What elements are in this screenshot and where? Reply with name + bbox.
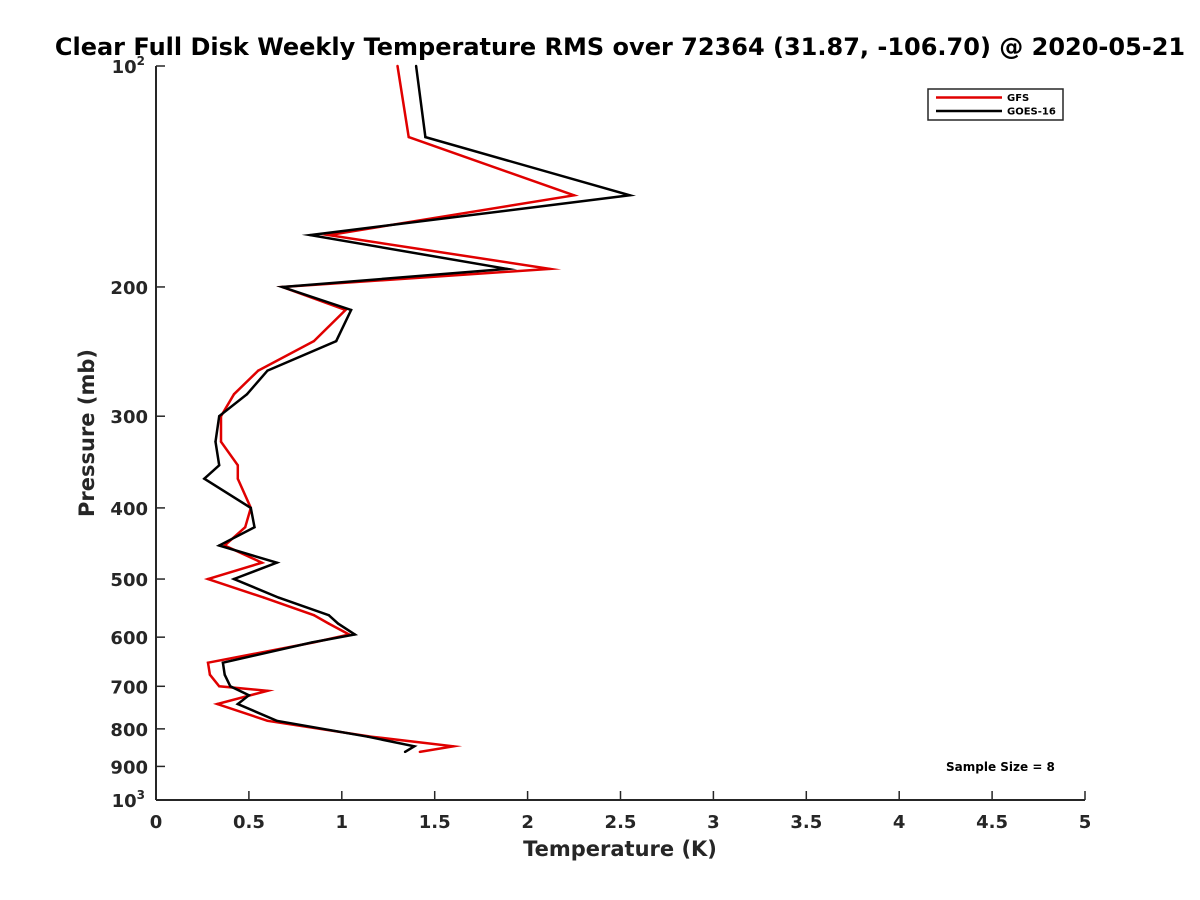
y-tick-label-1000: 103 [112,788,145,812]
data-point-goes-16-8 [266,369,269,372]
x-tick-label-4.5: 4.5 [976,812,1008,833]
x-tick-label-3.5: 3.5 [790,812,822,833]
x-tick-label-1.5: 1.5 [419,812,451,833]
legend-box [927,88,1064,121]
data-point-goes-16-18 [232,577,236,581]
x-tick-label-2.5: 2.5 [605,812,637,833]
data-point-gfs-31 [452,745,455,748]
y-tick-label-900: 900 [110,757,148,778]
y-tick-label-600: 600 [110,628,148,649]
data-point-goes-16-9 [245,393,249,396]
data-point-gfs-15 [244,526,247,529]
data-point-goes-16-12 [218,464,221,467]
chart-title: Clear Full Disk Weekly Temperature RMS o… [55,33,1185,61]
data-point-goes-16-23 [310,641,314,644]
data-point-goes-16-14 [249,506,252,510]
data-point-goes-16-24 [221,661,225,664]
data-point-goes-16-7 [335,339,338,343]
x-tick-label-1: 1 [336,812,349,833]
x-tick-label-5: 5 [1079,812,1092,833]
data-point-gfs-29 [266,719,269,722]
data-point-gfs-9 [232,393,236,396]
data-point-goes-16-3 [309,233,312,237]
y-tick-label-500: 500 [110,570,148,591]
data-point-goes-16-1 [424,135,427,139]
legend: GFS GOES-16 [927,88,1064,121]
data-point-gfs-8 [257,369,260,372]
data-point-goes-16-25 [223,673,226,676]
y-tick-label-800: 800 [110,720,148,741]
data-point-goes-16-11 [214,440,217,443]
data-point-goes-16-15 [253,526,256,529]
data-point-gfs-2 [572,194,576,197]
y-tick-label-100: 102 [112,54,145,78]
series-layer [202,64,637,754]
x-ticks: 0 0.5 1 1.5 2 2.5 3 3.5 4 4.5 5 [150,791,1092,833]
data-point-gfs-12 [236,464,239,467]
data-point-gfs-4 [548,267,552,271]
legend-label-goes-16: GOES-16 [1007,107,1056,118]
data-point-goes-16-2 [628,194,631,197]
data-point-gfs-27 [266,689,269,692]
y-tick-label-700: 700 [110,677,148,698]
data-point-goes-16-4 [506,267,509,271]
data-point-goes-16-32 [403,750,407,754]
y-axis-label: Pressure (mb) [75,349,99,517]
data-point-gfs-0 [396,64,399,68]
data-point-goes-16-26 [229,685,232,688]
data-point-goes-16-10 [218,415,221,418]
data-point-goes-16-29 [275,719,278,722]
y-tick-label-400: 400 [110,499,148,520]
x-tick-label-4: 4 [893,812,906,833]
data-point-gfs-24 [206,661,210,664]
y-tick-label-200: 200 [110,278,148,299]
data-point-goes-16-31 [413,745,416,748]
data-point-goes-16-28 [236,702,239,706]
data-point-gfs-32 [418,750,421,754]
series-goes-16 [202,64,637,754]
data-point-goes-16-16 [218,544,221,547]
data-point-goes-16-27 [247,694,251,697]
data-point-gfs-17 [260,561,264,564]
x-tick-label-2: 2 [521,812,534,833]
data-point-gfs-20 [312,614,316,617]
sample-size-annotation: Sample Size = 8 [946,760,1055,774]
y-tick-label-300: 300 [110,407,148,428]
data-point-goes-16-22 [353,633,356,636]
data-point-goes-16-6 [349,308,353,312]
data-point-gfs-21 [327,622,330,625]
data-point-goes-16-13 [203,477,206,480]
data-point-goes-16-30 [366,735,369,738]
data-point-gfs-7 [312,339,316,343]
data-point-gfs-11 [219,440,223,443]
x-tick-label-0.5: 0.5 [233,812,265,833]
x-tick-label-3: 3 [707,812,720,833]
data-point-gfs-3 [327,233,330,237]
data-point-goes-16-5 [281,285,284,289]
data-point-gfs-28 [216,702,219,706]
x-tick-label-0: 0 [150,812,163,833]
y-ticks: 102 200 300 400 500 600 700 800 900 103 [110,54,165,812]
data-point-gfs-25 [208,673,212,676]
data-point-gfs-19 [262,596,265,599]
data-point-goes-16-21 [336,622,340,625]
legend-label-gfs: GFS [1007,93,1029,104]
data-point-gfs-18 [206,577,210,581]
data-point-goes-16-20 [327,614,330,617]
x-axis-label: Temperature (K) [523,837,717,861]
data-point-goes-16-0 [414,64,418,68]
data-point-goes-16-17 [275,561,278,564]
data-point-gfs-26 [218,685,221,688]
data-point-gfs-13 [236,477,239,480]
data-point-gfs-1 [407,135,410,139]
data-point-goes-16-19 [277,596,280,599]
